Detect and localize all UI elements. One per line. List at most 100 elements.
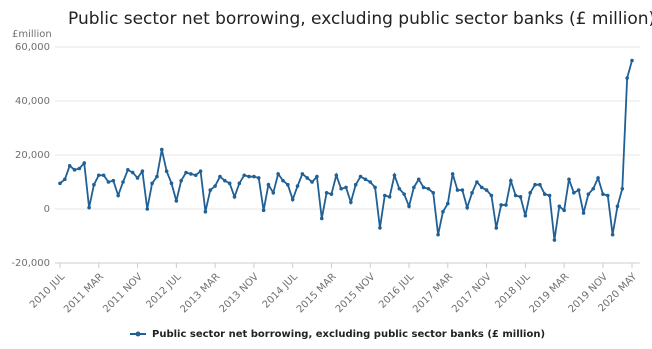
data-point [324, 191, 329, 195]
data-point [576, 188, 581, 192]
data-point [533, 182, 537, 187]
data-point [436, 232, 440, 237]
data-point [465, 205, 469, 210]
data-point [562, 208, 566, 213]
data-point [155, 174, 159, 179]
data-point [159, 147, 164, 152]
data-point [266, 182, 271, 187]
data-point [387, 195, 392, 199]
data-point [72, 168, 77, 172]
data-point [591, 186, 596, 191]
data-point [82, 161, 87, 165]
data-point [319, 216, 324, 221]
data-point [198, 169, 203, 173]
data-point [169, 181, 174, 186]
data-point [329, 192, 334, 196]
data-point [605, 193, 610, 198]
data-point [460, 188, 465, 192]
data-point [130, 170, 135, 175]
data-point [596, 176, 600, 180]
data-point [218, 174, 222, 179]
y-axis-label: £million [12, 29, 52, 40]
data-point [111, 178, 116, 183]
data-point [203, 209, 208, 214]
data-point [96, 173, 101, 178]
data-point [174, 199, 179, 203]
data-point [586, 192, 591, 196]
data-point [421, 185, 426, 190]
x-tick-label: 2013 MAR [178, 271, 222, 315]
data-point [276, 172, 280, 176]
x-tick-label: 2014 JUL [261, 271, 301, 311]
legend-label: Public sector net borrowing, excluding p… [152, 329, 545, 340]
data-point [397, 186, 402, 191]
data-point [227, 181, 232, 186]
x-tick-label: 2011 MAR [62, 271, 106, 315]
data-point [547, 193, 552, 198]
x-tick-label: 2019 MAR [528, 271, 572, 315]
data-point [455, 188, 460, 192]
data-point [528, 191, 533, 195]
data-point [368, 180, 373, 184]
legend-marker [135, 331, 141, 337]
data-point [184, 170, 188, 175]
data-point [87, 205, 91, 210]
data-point [213, 184, 217, 188]
data-point [373, 185, 377, 190]
data-point [470, 191, 474, 195]
data-point [164, 169, 169, 173]
x-tick-label: 2012 JUL [144, 271, 184, 311]
data-point [620, 186, 625, 191]
x-tick-label: 2018 JUL [493, 271, 533, 311]
x-tick-label: 2016 JUL [377, 271, 417, 311]
data-point [392, 173, 397, 178]
data-point [106, 180, 111, 184]
data-point [63, 177, 67, 182]
data-point [625, 76, 629, 80]
data-point [179, 178, 183, 183]
data-point [58, 181, 62, 186]
data-point [572, 191, 576, 195]
data-point [310, 180, 314, 184]
data-point [252, 174, 256, 179]
data-point [441, 209, 445, 214]
data-point [402, 192, 406, 196]
data-point [135, 176, 140, 180]
y-tick-label: 40,000 [15, 96, 50, 107]
data-point [358, 174, 363, 179]
data-point [542, 192, 547, 196]
data-point [121, 180, 125, 184]
data-point [305, 176, 310, 180]
data-point [232, 195, 237, 199]
data-point [315, 174, 319, 179]
data-point [552, 238, 557, 242]
data-point [256, 176, 261, 180]
data-point [353, 182, 358, 187]
data-point [416, 177, 421, 182]
x-tick-label: 2015 MAR [295, 271, 339, 315]
data-point [412, 185, 416, 190]
data-point [193, 173, 198, 178]
data-point [518, 195, 523, 199]
data-point [189, 172, 193, 176]
data-point [140, 169, 145, 173]
data-point [116, 193, 120, 198]
data-point [223, 178, 227, 183]
data-point [363, 177, 368, 182]
data-point [581, 211, 586, 215]
data-point [261, 208, 266, 213]
data-point [630, 58, 634, 63]
data-point [150, 181, 154, 186]
data-point [450, 172, 455, 176]
y-tick-label: 0 [44, 204, 50, 215]
x-tick-label: 2013 NOV [218, 271, 262, 315]
data-point [513, 193, 518, 198]
data-point [247, 174, 251, 179]
data-point [145, 207, 150, 211]
data-point [208, 188, 213, 192]
data-point [445, 201, 450, 206]
data-point [567, 177, 571, 182]
data-point [538, 182, 542, 187]
data-point [349, 200, 353, 205]
data-point [615, 204, 620, 209]
